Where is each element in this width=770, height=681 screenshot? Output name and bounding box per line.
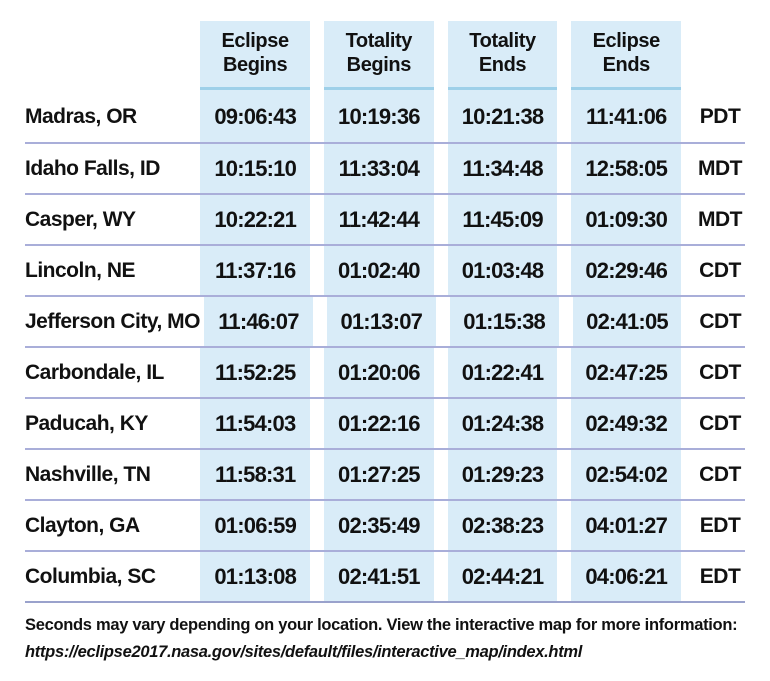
totality-ends-time: 01:15:38 [449,297,559,346]
totality-begins-time: 02:35:49 [324,501,434,550]
table-row: Clayton, GA 01:06:59 02:35:49 02:38:23 0… [25,499,745,550]
eclipse-begins-time: 11:37:16 [200,246,311,295]
eclipse-ends-time: 04:06:21 [571,552,682,601]
totality-ends-time: 11:34:48 [447,144,558,193]
eclipse-ends-time: 11:41:06 [571,91,682,142]
totality-ends-time: 01:03:48 [447,246,558,295]
table-header-row: Eclipse Begins Totality Begins Totality … [25,21,745,91]
totality-ends-time: 01:29:23 [447,450,558,499]
eclipse-begins-time: 11:54:03 [200,399,311,448]
totality-ends-time: 10:21:38 [447,91,558,142]
city-label: Idaho Falls, ID [25,156,160,180]
eclipse-ends-time: 02:41:05 [572,297,682,346]
table-body: Madras, OR 09:06:43 10:19:36 10:21:38 11… [25,91,745,603]
table-row: Jefferson City, MO 11:46:07 01:13:07 01:… [25,295,745,346]
timezone-label: CDT [699,258,741,282]
city-label: Columbia, SC [25,564,156,588]
timezone-label: PDT [699,104,741,128]
eclipse-ends-time: 12:58:05 [571,144,682,193]
totality-ends-time: 02:38:23 [447,501,558,550]
totality-begins-time: 11:33:04 [324,144,434,193]
totality-ends-time: 01:24:38 [447,399,558,448]
timezone-label: EDT [699,564,741,588]
totality-begins-time: 02:41:51 [324,552,434,601]
city-label: Lincoln, NE [25,258,136,282]
totality-ends-time: 01:22:41 [447,348,558,397]
eclipse-ends-time: 04:01:27 [571,501,682,550]
table-row: Carbondale, IL 11:52:25 01:20:06 01:22:4… [25,346,745,397]
column-header-eclipse-ends: Eclipse Ends [571,21,682,91]
timezone-header-spacer [695,21,745,91]
footnote-text: Seconds may vary depending on your locat… [25,616,738,634]
eclipse-ends-time: 01:09:30 [571,195,682,244]
table-row: Lincoln, NE 11:37:16 01:02:40 01:03:48 0… [25,244,745,295]
city-label: Clayton, GA [25,513,140,537]
eclipse-begins-time: 10:22:21 [200,195,311,244]
column-header-totality-begins: Totality Begins [323,21,434,91]
eclipse-ends-time: 02:49:32 [571,399,682,448]
totality-begins-time: 11:42:44 [324,195,434,244]
totality-begins-time: 01:27:25 [324,450,434,499]
timezone-label: CDT [699,462,741,486]
timezone-label: MDT [698,207,743,231]
eclipse-ends-time: 02:29:46 [571,246,682,295]
table-row: Casper, WY 10:22:21 11:42:44 11:45:09 01… [25,193,745,244]
eclipse-begins-time: 11:58:31 [200,450,311,499]
city-label: Carbondale, IL [25,360,164,384]
table-row: Madras, OR 09:06:43 10:19:36 10:21:38 11… [25,91,745,142]
eclipse-begins-time: 01:13:08 [200,552,311,601]
column-header-totality-ends: Totality Ends [447,21,558,91]
city-label: Madras, OR [25,104,137,128]
timezone-label: CDT [699,360,741,384]
eclipse-begins-time: 01:06:59 [200,501,311,550]
interactive-map-url: https://eclipse2017.nasa.gov/sites/defau… [25,643,583,661]
city-label: Paducah, KY [25,411,148,435]
city-label: Nashville, TN [25,462,151,486]
totality-begins-time: 10:19:36 [324,91,434,142]
table-row: Paducah, KY 11:54:03 01:22:16 01:24:38 0… [25,397,745,448]
timezone-label: EDT [699,513,741,537]
timezone-label: CDT [699,411,741,435]
totality-begins-time: 01:22:16 [324,399,434,448]
eclipse-times-table: Eclipse Begins Totality Begins Totality … [25,21,745,603]
eclipse-ends-time: 02:54:02 [571,450,682,499]
city-label: Jefferson City, MO [25,309,200,333]
table-row: Columbia, SC 01:13:08 02:41:51 02:44:21 … [25,550,745,601]
timezone-label: CDT [699,309,742,333]
totality-begins-time: 01:13:07 [326,297,436,346]
city-header-spacer [25,21,200,91]
table-row: Idaho Falls, ID 10:15:10 11:33:04 11:34:… [25,142,745,193]
eclipse-begins-time: 09:06:43 [200,91,311,142]
totality-begins-time: 01:02:40 [324,246,434,295]
eclipse-begins-time: 11:52:25 [200,348,311,397]
totality-begins-time: 01:20:06 [324,348,434,397]
column-header-eclipse-begins: Eclipse Begins [200,21,310,91]
timezone-label: MDT [698,156,743,180]
totality-ends-time: 11:45:09 [447,195,558,244]
eclipse-begins-time: 11:46:07 [203,297,313,346]
eclipse-ends-time: 02:47:25 [571,348,682,397]
city-label: Casper, WY [25,207,136,231]
eclipse-begins-time: 10:15:10 [200,144,311,193]
footnote: Seconds may vary depending on your locat… [25,612,761,666]
totality-ends-time: 02:44:21 [447,552,558,601]
table-row: Nashville, TN 11:58:31 01:27:25 01:29:23… [25,448,745,499]
